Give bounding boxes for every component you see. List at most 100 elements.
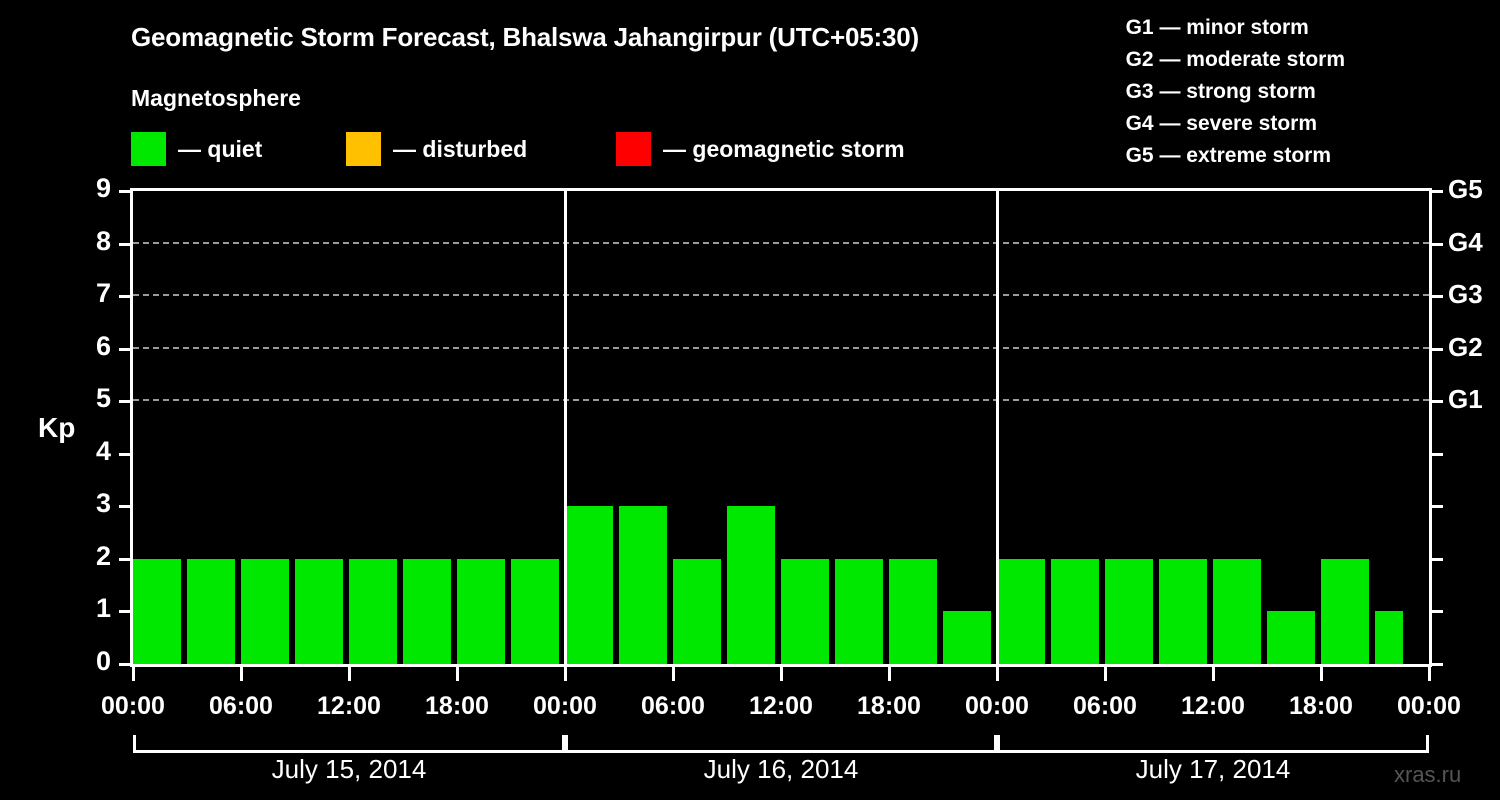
legend-item-quiet: — quiet bbox=[131, 131, 262, 167]
y-tick-right-3 bbox=[1431, 505, 1443, 509]
x-tick-label: 18:00 bbox=[857, 692, 921, 720]
x-tick-label: 00:00 bbox=[533, 692, 597, 720]
plot-area bbox=[130, 188, 1432, 667]
y-tick-right-1 bbox=[1431, 610, 1443, 614]
y-tick-right-6 bbox=[1431, 347, 1443, 351]
x-tick bbox=[996, 667, 999, 681]
bar bbox=[457, 558, 505, 664]
g-scale-item-g3: G3 — strong storm bbox=[1125, 80, 1316, 103]
y-tick-label-3: 3 bbox=[95, 488, 111, 519]
bar bbox=[295, 558, 343, 664]
legend-label-storm: — geomagnetic storm bbox=[663, 135, 905, 162]
y-tick-left-7 bbox=[119, 295, 131, 299]
y-tick-left-3 bbox=[119, 505, 131, 509]
y-tick-right-5 bbox=[1431, 400, 1443, 404]
bar bbox=[565, 506, 613, 664]
x-tick bbox=[132, 667, 135, 681]
legend-swatch-quiet bbox=[131, 132, 166, 166]
bar bbox=[1213, 558, 1261, 664]
y-tick-left-8 bbox=[119, 242, 131, 246]
g-scale-item-g2: G2 — moderate storm bbox=[1125, 48, 1345, 71]
day-bracket bbox=[565, 735, 997, 753]
y-tick-label-9: 9 bbox=[95, 173, 111, 203]
day-bracket bbox=[133, 735, 565, 753]
x-tick bbox=[672, 667, 675, 681]
y-tick-label-0: 0 bbox=[95, 646, 111, 676]
y-tick-left-2 bbox=[119, 557, 131, 561]
bar bbox=[1159, 558, 1207, 664]
y-tick-right-9 bbox=[1431, 190, 1443, 193]
bar bbox=[943, 611, 991, 664]
x-tick bbox=[240, 667, 243, 681]
x-tick-label: 18:00 bbox=[1289, 692, 1353, 720]
x-tick bbox=[1104, 667, 1107, 681]
magnetosphere-heading: Magnetosphere bbox=[131, 85, 301, 111]
bar bbox=[619, 506, 667, 664]
g-scale-item-g5: G5 — extreme storm bbox=[1125, 144, 1332, 167]
page-title: Geomagnetic Storm Forecast, Bhalswa Jaha… bbox=[131, 22, 919, 52]
bar bbox=[133, 558, 181, 664]
y-tick-right-4 bbox=[1431, 452, 1443, 456]
y-tick-left-6 bbox=[119, 347, 131, 351]
bar bbox=[1375, 611, 1403, 664]
y-tick-left-0 bbox=[119, 663, 131, 666]
g-scale-item-g4: G4 — severe storm bbox=[1125, 112, 1318, 135]
x-tick-label: 12:00 bbox=[317, 692, 381, 720]
g-scale-legend: G1 — minor storm G2 — moderate storm G3 … bbox=[1126, 12, 1345, 172]
x-tick-label: 06:00 bbox=[209, 692, 273, 720]
y-tick-label-4: 4 bbox=[95, 435, 111, 466]
x-tick bbox=[456, 667, 459, 681]
day-bracket bbox=[997, 735, 1429, 753]
y-axis-g-label-g5: G5 bbox=[1448, 174, 1483, 204]
x-tick-label: 00:00 bbox=[1397, 692, 1461, 720]
watermark: xras.ru bbox=[1394, 762, 1462, 787]
bar bbox=[1321, 558, 1369, 664]
gridline-kp-7 bbox=[133, 294, 1429, 297]
bar bbox=[673, 558, 721, 664]
x-tick-label: 18:00 bbox=[425, 692, 489, 720]
gridline-kp-8 bbox=[133, 241, 1429, 244]
x-tick-label: 12:00 bbox=[749, 692, 813, 720]
x-tick bbox=[888, 667, 891, 681]
day-label: July 16, 2014 bbox=[703, 754, 859, 784]
y-tick-right-2 bbox=[1431, 557, 1443, 561]
y-tick-label-5: 5 bbox=[95, 383, 111, 414]
g-scale-item-g1: G1 — minor storm bbox=[1125, 16, 1309, 39]
y-axis-title: Kp bbox=[38, 412, 76, 443]
y-axis-g-label-g2: G2 bbox=[1448, 331, 1483, 362]
bar bbox=[241, 558, 289, 664]
y-axis-g-label-g4: G4 bbox=[1448, 226, 1483, 257]
bar bbox=[403, 558, 451, 664]
bar bbox=[889, 558, 937, 664]
plot-inner bbox=[133, 191, 1429, 664]
y-axis-g-label-g3: G3 bbox=[1448, 279, 1483, 310]
bar bbox=[835, 558, 883, 664]
legend-item-disturbed: — disturbed bbox=[346, 131, 527, 167]
legend-swatch-disturbed bbox=[346, 132, 381, 166]
bar bbox=[997, 558, 1045, 664]
gridline-kp-6 bbox=[133, 346, 1429, 349]
legend-label-quiet: — quiet bbox=[178, 135, 263, 162]
bar bbox=[187, 558, 235, 664]
day-label: July 17, 2014 bbox=[1135, 754, 1291, 784]
legend-item-storm: — geomagnetic storm bbox=[616, 131, 905, 167]
y-tick-right-0 bbox=[1431, 663, 1443, 666]
legend-swatch-storm bbox=[616, 132, 651, 166]
x-tick bbox=[1212, 667, 1215, 681]
legend-label-disturbed: — disturbed bbox=[393, 135, 528, 162]
bar bbox=[1051, 558, 1099, 664]
y-tick-label-7: 7 bbox=[95, 278, 111, 309]
bar bbox=[1105, 558, 1153, 664]
day-divider bbox=[996, 191, 999, 664]
y-tick-label-2: 2 bbox=[95, 540, 111, 571]
y-tick-label-8: 8 bbox=[95, 225, 111, 256]
y-tick-left-9 bbox=[119, 190, 131, 193]
x-tick-label: 06:00 bbox=[1073, 692, 1137, 720]
x-tick bbox=[348, 667, 351, 681]
y-tick-left-1 bbox=[119, 610, 131, 614]
y-tick-label-6: 6 bbox=[95, 330, 111, 361]
x-tick bbox=[1320, 667, 1323, 681]
bar bbox=[781, 558, 829, 664]
y-tick-right-8 bbox=[1431, 242, 1443, 246]
x-tick bbox=[780, 667, 783, 681]
